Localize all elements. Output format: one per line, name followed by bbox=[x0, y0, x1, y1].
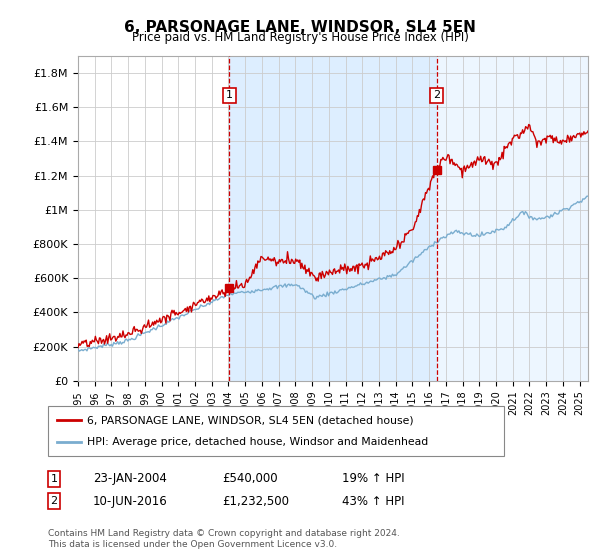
Bar bbox=[229, 56, 437, 381]
Text: 2: 2 bbox=[50, 496, 58, 506]
Text: 2: 2 bbox=[433, 90, 440, 100]
Text: 19% ↑ HPI: 19% ↑ HPI bbox=[342, 472, 404, 486]
Text: HPI: Average price, detached house, Windsor and Maidenhead: HPI: Average price, detached house, Wind… bbox=[87, 437, 428, 447]
Text: 23-JAN-2004: 23-JAN-2004 bbox=[93, 472, 167, 486]
Text: 1: 1 bbox=[226, 90, 233, 100]
Text: £1,232,500: £1,232,500 bbox=[222, 494, 289, 508]
Text: £540,000: £540,000 bbox=[222, 472, 278, 486]
Text: 10-JUN-2016: 10-JUN-2016 bbox=[93, 494, 168, 508]
Text: 6, PARSONAGE LANE, WINDSOR, SL4 5EN: 6, PARSONAGE LANE, WINDSOR, SL4 5EN bbox=[124, 20, 476, 35]
Text: 1: 1 bbox=[50, 474, 58, 484]
Text: Contains HM Land Registry data © Crown copyright and database right 2024.
This d: Contains HM Land Registry data © Crown c… bbox=[48, 529, 400, 549]
Bar bbox=[437, 56, 588, 381]
Text: 6, PARSONAGE LANE, WINDSOR, SL4 5EN (detached house): 6, PARSONAGE LANE, WINDSOR, SL4 5EN (det… bbox=[87, 415, 413, 425]
Text: Price paid vs. HM Land Registry's House Price Index (HPI): Price paid vs. HM Land Registry's House … bbox=[131, 31, 469, 44]
Text: 43% ↑ HPI: 43% ↑ HPI bbox=[342, 494, 404, 508]
